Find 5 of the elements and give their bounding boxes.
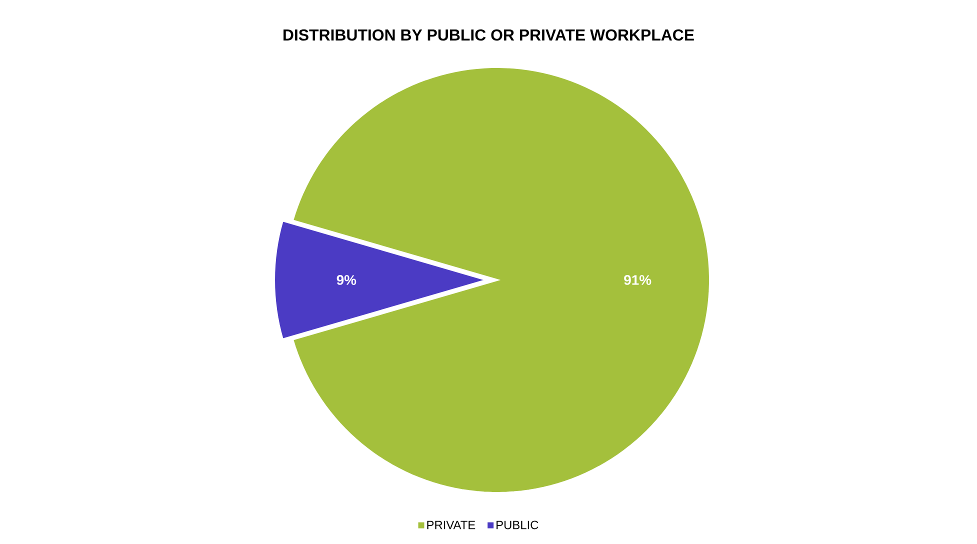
chart-title: DISTRIBUTION BY PUBLIC OR PRIVATE WORKPLACE — [284, 29, 694, 41]
data-label: 91% — [624, 275, 652, 285]
data-label: 9% — [336, 275, 356, 285]
legend-label: PRIVATE — [427, 520, 476, 530]
legend-label: PUBLIC — [496, 520, 538, 530]
